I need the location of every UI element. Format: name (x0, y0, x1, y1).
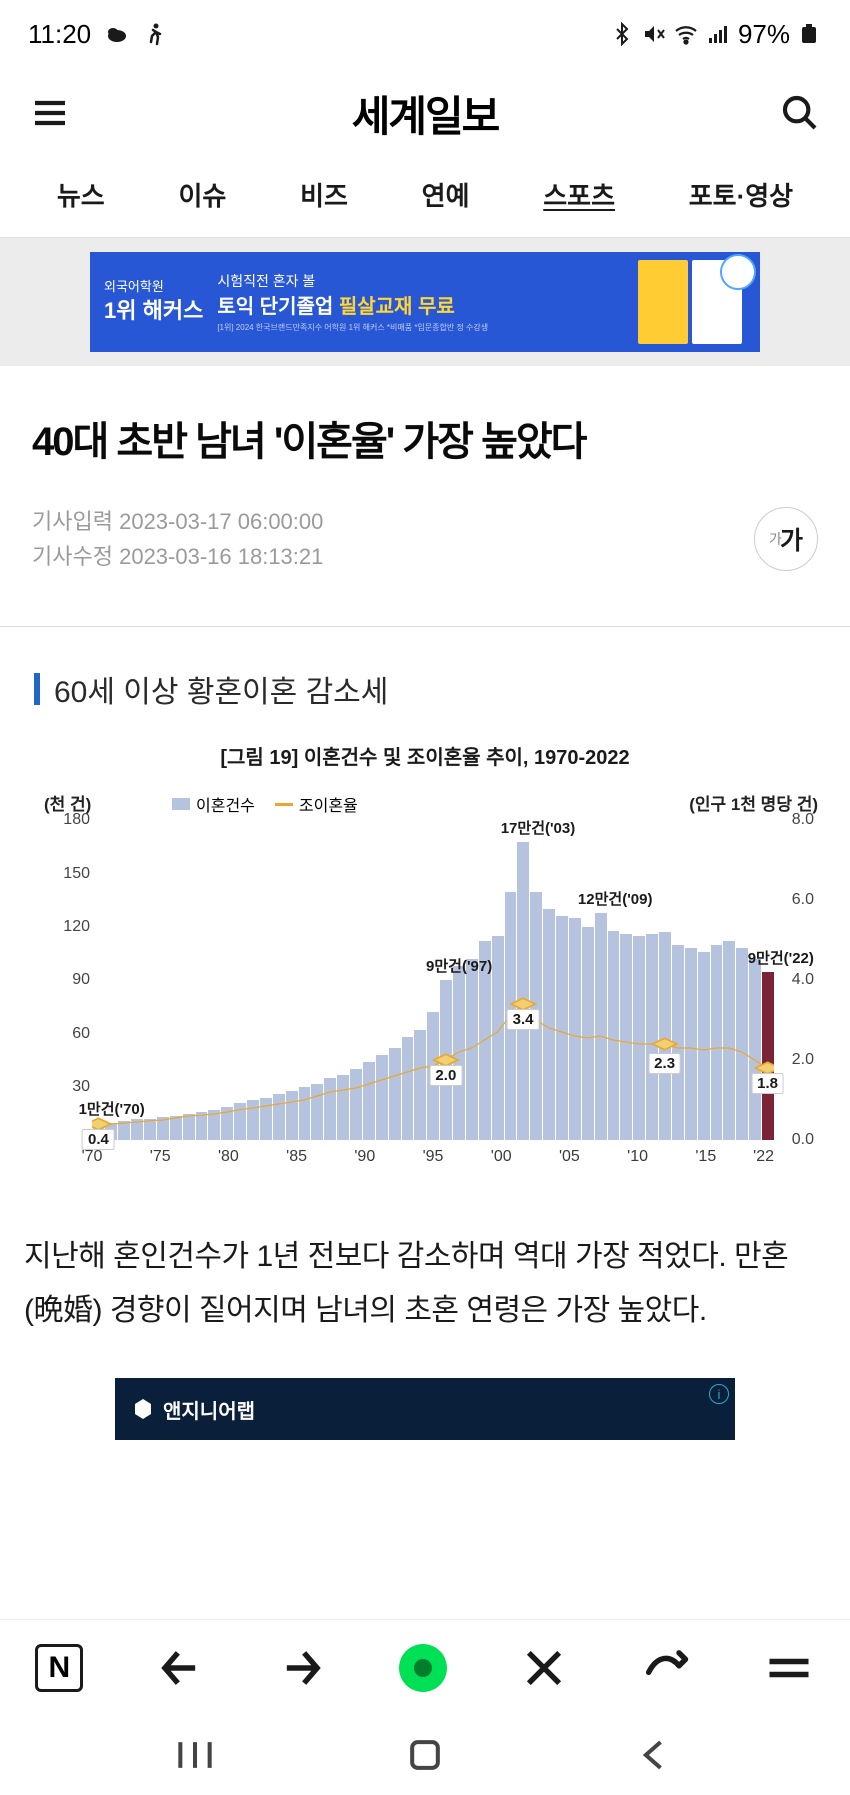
ad-line2a: 토익 단기졸업 (217, 296, 333, 318)
legend-line-swatch (275, 803, 293, 806)
home-button[interactable] (399, 1644, 447, 1692)
battery-icon (798, 22, 822, 46)
signal-icon (706, 22, 730, 46)
chart-title: [그림 19] 이혼건수 및 조이혼율 추이, 1970-2022 (32, 741, 818, 770)
tab-photo[interactable]: 포토·영상 (679, 170, 803, 219)
mod-time: 2023-03-16 18:13:21 (119, 544, 323, 569)
system-nav (0, 1715, 850, 1795)
tab-biz[interactable]: 비즈 (290, 170, 358, 219)
menu-icon[interactable] (30, 93, 70, 133)
ad-banner[interactable]: 외국어학원 1위 해커스 시험직전 혼자 볼 토익 단기졸업 필살교재 무료 [… (90, 252, 760, 352)
back-system-button[interactable] (633, 1733, 677, 1777)
ad-disclaimer: [1위] 2024 한국브랜드만족지수 어학원 1위 해커스 *비매품 *입문종… (217, 322, 488, 334)
walk-icon (143, 22, 167, 46)
mod-label: 기사수정 (32, 544, 113, 569)
legend-bar-label: 이혼건수 (196, 792, 255, 816)
forward-button[interactable] (276, 1642, 328, 1694)
x-ticks: '70'75'80'85'90'95'00'05'10'15'22 (92, 1148, 774, 1170)
mute-icon (642, 22, 666, 46)
site-title[interactable]: 세계일보 (352, 83, 499, 144)
home-system-button[interactable] (403, 1733, 447, 1777)
status-time: 11:20 (28, 19, 91, 50)
share-button[interactable] (640, 1642, 692, 1694)
font-size-button[interactable]: 가 가 (754, 507, 818, 571)
ad-banner-mid[interactable]: i 앤지니어랩 (115, 1378, 735, 1440)
bluetooth-icon (610, 22, 634, 46)
close-button[interactable] (518, 1642, 570, 1694)
ad-banner-top: 외국어학원 1위 해커스 시험직전 혼자 볼 토익 단기졸업 필살교재 무료 [… (0, 238, 850, 366)
hex-icon (131, 1397, 155, 1421)
article-title: 40대 초반 남녀 '이혼율' 가장 높았다 (32, 416, 818, 468)
recents-button[interactable] (173, 1733, 217, 1777)
ad-brand: 1위 해커스 (104, 296, 203, 327)
body-p1: 지난해 혼인건수가 1년 전보다 감소하며 역대 가장 적었다. 만혼(晩婚) … (24, 1230, 826, 1338)
app-header: 세계일보 (0, 68, 850, 158)
line-overlay (92, 820, 774, 1140)
status-bar: 11:20 97% (0, 0, 850, 68)
back-button[interactable] (154, 1642, 206, 1694)
chart-legend: 이혼건수 조이혼율 (172, 792, 358, 816)
article-header: 40대 초반 남녀 '이혼율' 가장 높았다 기사입력 2023-03-17 0… (0, 366, 850, 598)
tab-sports[interactable]: 스포츠 (533, 170, 625, 219)
section-heading: 60세 이상 황혼이혼 감소세 (0, 627, 850, 731)
y-ticks-left: 0306090120150180 (52, 820, 90, 1140)
tab-issue[interactable]: 이슈 (168, 170, 236, 219)
ad2-brand: 앤지니어랩 (163, 1395, 255, 1424)
naver-button[interactable]: N (35, 1644, 83, 1692)
pub-time: 2023-03-17 06:00:00 (119, 509, 323, 534)
ad-subtitle: 외국어학원 (104, 279, 164, 294)
new-badge-icon (720, 254, 756, 290)
legend-line-label: 조이혼율 (299, 792, 358, 816)
wifi-icon (674, 22, 698, 46)
ad-line1: 시험직전 혼자 볼 (217, 271, 488, 292)
tab-ent[interactable]: 연예 (412, 170, 480, 219)
tab-news[interactable]: 뉴스 (47, 170, 115, 219)
browser-nav: N (0, 1619, 850, 1715)
search-icon[interactable] (780, 93, 820, 133)
battery-text: 97% (738, 19, 790, 50)
ad-info-icon[interactable]: i (709, 1384, 729, 1404)
ad-banner-mid-wrap: i 앤지니어랩 (0, 1378, 850, 1440)
heading-text: 60세 이상 황혼이혼 감소세 (54, 667, 388, 711)
font-big-label: 가 (780, 521, 803, 557)
tabs-button[interactable] (763, 1642, 815, 1694)
pub-label: 기사입력 (32, 509, 113, 534)
article-meta: 기사입력 2023-03-17 06:00:00 기사수정 2023-03-16… (32, 504, 323, 574)
chart: [그림 19] 이혼건수 및 조이혼율 추이, 1970-2022 (천 건) … (0, 731, 850, 1200)
ad-line2b: 필살교재 무료 (339, 296, 455, 318)
chart-area: (천 건) (인구 1천 명당 건) 이혼건수 조이혼율 03060901201… (32, 790, 818, 1170)
article-body: 지난해 혼인건수가 1년 전보다 감소하며 역대 가장 적었다. 만혼(晩婚) … (0, 1200, 850, 1378)
ad-books-icon (638, 260, 748, 344)
heading-bar-icon (34, 673, 40, 705)
plot-area: 1만건('70)9만건('97)17만건('03)12만건('09)9만건('2… (92, 820, 774, 1140)
weather-icon (105, 22, 129, 46)
legend-bar-swatch (172, 798, 190, 810)
ad2-logo: 앤지니어랩 (131, 1395, 255, 1424)
nav-tabs: 뉴스 이슈 비즈 연예 스포츠 포토·영상 (0, 158, 850, 238)
